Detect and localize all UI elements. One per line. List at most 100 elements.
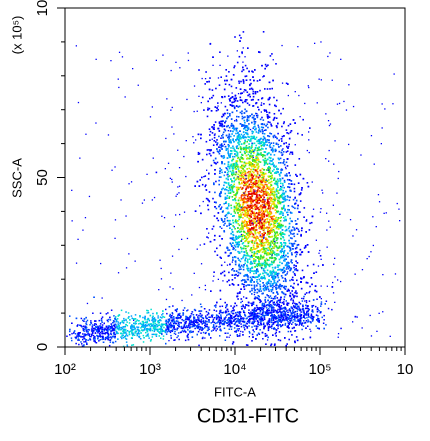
density-dot [249, 217, 251, 220]
density-dot [239, 266, 242, 268]
density-dot [213, 201, 216, 203]
density-dot [223, 156, 226, 159]
density-dot [288, 225, 291, 228]
density-dot [289, 237, 292, 239]
density-dot [234, 99, 237, 102]
density-dot [257, 124, 259, 127]
density-dot [222, 136, 224, 139]
density-dot [254, 91, 257, 93]
density-dot [257, 199, 259, 202]
density-dot [242, 164, 244, 167]
density-dot [238, 335, 241, 337]
density-dot [253, 120, 256, 123]
density-dot [309, 285, 311, 288]
density-dot [227, 184, 230, 186]
density-dot [234, 277, 236, 279]
density-dot [245, 284, 247, 287]
density-dot [245, 225, 247, 227]
density-dot [259, 130, 262, 133]
density-dot [310, 221, 313, 224]
density-dot [246, 150, 248, 153]
density-dot [204, 83, 206, 85]
density-dot [269, 218, 271, 221]
density-dot [278, 268, 280, 271]
density-dot [294, 269, 296, 271]
density-dot [257, 222, 260, 224]
density-dot [247, 269, 249, 271]
density-dot [245, 154, 248, 157]
density-dot [244, 121, 246, 124]
density-dot [220, 137, 222, 139]
density-dot [275, 105, 277, 108]
density-dot [319, 255, 322, 257]
density-dot [251, 70, 253, 73]
density-dot [283, 285, 286, 288]
density-dot [244, 306, 246, 308]
density-dot [259, 183, 261, 186]
density-dot [272, 218, 275, 220]
density-dot [270, 149, 273, 151]
density-dot [207, 100, 209, 103]
density-dot [254, 69, 256, 71]
density-dot [248, 143, 250, 145]
density-dot [270, 197, 273, 200]
density-dot [270, 289, 272, 291]
density-dot [264, 266, 267, 269]
density-dot [272, 238, 275, 241]
density-dot [273, 230, 275, 232]
density-dot [263, 224, 266, 227]
density-dot [246, 120, 248, 122]
density-dot [245, 236, 247, 238]
density-dot [262, 228, 264, 231]
density-dot [232, 215, 234, 217]
density-dot [301, 251, 304, 253]
density-dot [253, 180, 256, 183]
density-dot [288, 338, 290, 341]
density-dot [291, 293, 294, 296]
density-dot [239, 291, 241, 293]
density-dot [254, 216, 257, 218]
density-dot [247, 153, 250, 156]
density-dot [302, 338, 305, 340]
density-dot [237, 243, 239, 245]
density-dot [235, 205, 238, 207]
density-dot [274, 220, 277, 222]
density-dot [282, 122, 285, 125]
density-dot [276, 291, 278, 293]
density-dot [230, 147, 232, 149]
density-dot [269, 244, 272, 246]
density-dot [219, 195, 222, 198]
density-dot [253, 114, 255, 117]
density-dot [237, 271, 240, 274]
density-dot [268, 302, 271, 304]
density-dot [261, 116, 263, 119]
density-dot [281, 243, 283, 246]
density-dot [300, 192, 302, 194]
density-dot [219, 124, 221, 127]
density-dot [238, 214, 240, 216]
density-dot [249, 209, 251, 211]
density-dot [258, 190, 261, 192]
density-dot [255, 272, 257, 275]
density-dot [276, 297, 279, 299]
density-dot [235, 130, 238, 132]
density-dot [272, 318, 275, 320]
density-dot [248, 161, 251, 163]
density-dot [236, 292, 239, 295]
density-dot [266, 115, 269, 118]
density-dot [262, 176, 264, 179]
density-dot [260, 147, 263, 150]
density-dot [255, 161, 257, 164]
density-dot [258, 179, 261, 181]
density-dot [331, 286, 334, 288]
density-dot [251, 195, 253, 197]
density-dot [269, 295, 272, 297]
density-dot [228, 98, 231, 100]
density-dot [260, 219, 262, 221]
density-dot [233, 147, 235, 150]
density-dot [270, 223, 272, 225]
density-dot [261, 64, 263, 67]
density-dot [253, 291, 256, 294]
density-dot [234, 239, 236, 242]
density-dot [206, 149, 209, 151]
